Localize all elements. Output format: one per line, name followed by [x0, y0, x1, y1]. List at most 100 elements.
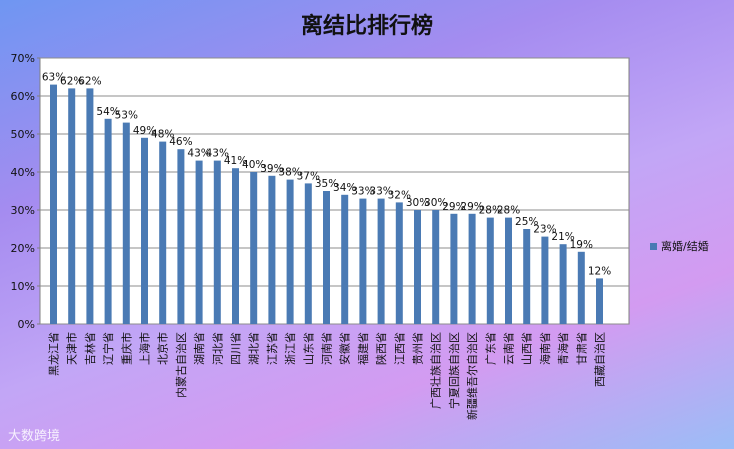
data-label: 33% — [369, 186, 392, 198]
bar — [213, 160, 221, 324]
bar — [414, 210, 421, 324]
data-label: 29% — [460, 201, 483, 213]
category-label: 四川省 — [230, 332, 243, 365]
category-label: 江苏省 — [266, 332, 279, 365]
bar — [505, 217, 512, 324]
category-label: 湖南省 — [193, 332, 206, 365]
data-label: 43% — [187, 148, 210, 160]
data-label: 41% — [224, 155, 247, 167]
bar — [468, 213, 476, 324]
data-label: 43% — [206, 148, 229, 160]
data-label: 23% — [533, 224, 556, 236]
category-label: 福建省 — [356, 332, 370, 365]
data-label: 21% — [551, 231, 574, 243]
category-label: 河南省 — [321, 332, 334, 365]
bar — [432, 210, 440, 324]
bar — [486, 217, 494, 324]
y-tick-label: 0% — [18, 318, 35, 331]
data-label: 35% — [315, 178, 338, 190]
bar — [50, 84, 57, 324]
bar — [250, 172, 258, 324]
bar — [559, 244, 567, 324]
data-label: 33% — [351, 186, 374, 198]
category-label: 河北省 — [211, 332, 224, 365]
plot-area — [39, 57, 630, 325]
data-label: 48% — [151, 129, 174, 141]
data-label: 34% — [333, 182, 356, 194]
y-tick-label: 60% — [11, 90, 35, 103]
y-tick-label: 70% — [11, 52, 35, 65]
data-label: 28% — [497, 205, 520, 217]
category-label: 广西壮族自治区 — [429, 332, 443, 409]
category-label: 上海市 — [138, 332, 152, 365]
category-label: 内蒙古自治区 — [174, 332, 188, 398]
category-label: 浙江省 — [284, 332, 297, 365]
bar — [68, 88, 76, 325]
legend: 离婚/结婚 — [650, 238, 709, 254]
category-label: 吉林省 — [83, 332, 97, 365]
data-label: 37% — [297, 170, 320, 182]
bar — [304, 183, 312, 324]
bar — [268, 175, 276, 324]
bar — [577, 251, 585, 324]
chart-title: 离结比排行榜 — [300, 14, 433, 39]
category-label: 辽宁省 — [101, 332, 115, 365]
y-tick-label: 50% — [11, 128, 35, 141]
legend-label: 离婚/结婚 — [661, 240, 709, 253]
watermark: 大数跨境 — [8, 429, 61, 444]
bar — [323, 191, 330, 324]
data-label: 39% — [260, 163, 283, 175]
data-label: 28% — [479, 205, 502, 217]
category-label: 天津市 — [65, 332, 79, 365]
bar — [86, 88, 94, 325]
bar — [541, 236, 549, 324]
category-label: 北京市 — [156, 332, 170, 365]
data-label: 29% — [442, 201, 465, 213]
y-tick-label: 20% — [11, 242, 35, 255]
data-label: 38% — [278, 167, 301, 179]
data-label: 40% — [242, 159, 265, 171]
bar — [177, 149, 185, 324]
data-label: 53% — [115, 110, 138, 122]
bar — [359, 198, 367, 324]
data-label: 25% — [515, 216, 538, 228]
data-label: 54% — [96, 106, 119, 118]
bar — [122, 122, 130, 324]
bar — [141, 137, 148, 324]
data-label: 12% — [588, 265, 611, 277]
category-label: 黑龙江省 — [48, 332, 61, 376]
data-label: 62% — [60, 75, 83, 87]
data-label: 30% — [406, 197, 429, 209]
bar — [341, 194, 349, 324]
category-label: 海南省 — [538, 332, 552, 365]
category-label: 陕西省 — [374, 332, 388, 365]
data-label: 32% — [388, 189, 411, 201]
y-tick-label: 10% — [11, 280, 35, 293]
data-label: 63% — [42, 72, 65, 84]
bar — [377, 198, 385, 324]
category-label: 重庆市 — [119, 332, 133, 365]
bar — [104, 118, 112, 324]
bar — [232, 168, 239, 324]
category-label: 西藏自治区 — [593, 332, 607, 387]
category-label: 青海省 — [556, 332, 570, 365]
category-label: 新疆维吾尔自治区 — [465, 332, 479, 420]
bar — [523, 229, 531, 324]
category-label: 湖北省 — [248, 332, 261, 365]
bar — [159, 141, 167, 324]
data-label: 49% — [133, 125, 156, 137]
bar — [450, 213, 458, 324]
bar — [596, 278, 603, 324]
category-label: 山西省 — [521, 332, 534, 365]
category-label: 云南省 — [503, 332, 516, 365]
data-label: 30% — [424, 197, 447, 209]
bar — [286, 179, 294, 324]
category-label: 贵州省 — [412, 332, 425, 365]
bar — [395, 202, 403, 324]
category-label: 广东省 — [484, 332, 497, 365]
category-label: 江西省 — [393, 332, 406, 365]
category-label: 安徽省 — [338, 332, 352, 365]
category-label: 宁夏回族自治区 — [447, 332, 461, 409]
y-tick-label: 30% — [11, 204, 35, 217]
